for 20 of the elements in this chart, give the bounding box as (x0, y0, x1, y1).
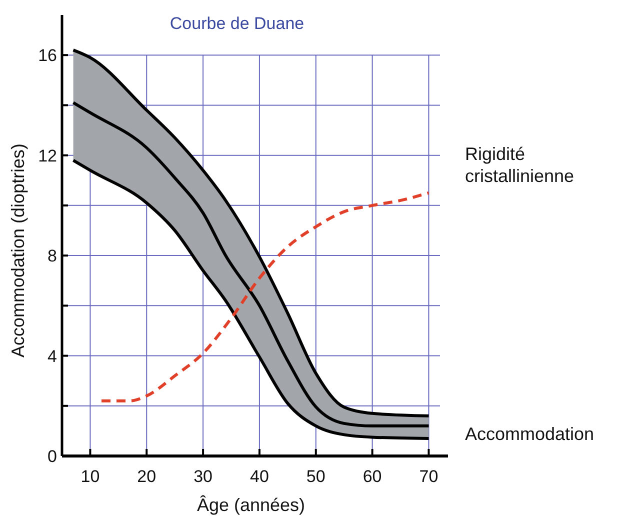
y-tick-label: 0 (48, 447, 57, 466)
x-tick-label: 20 (137, 467, 156, 486)
x-tick-label: 40 (250, 467, 269, 486)
y-tick-label: 16 (38, 46, 57, 66)
x-tick-label: 10 (80, 467, 100, 486)
x-axis-title: Âge (années) (196, 495, 306, 515)
line-series (72, 101, 430, 428)
x-tick-label: 70 (419, 467, 438, 486)
x-tick-label: 30 (194, 467, 213, 486)
text: Rigidité cristallinienne (465, 144, 574, 186)
y-tick-label: 8 (48, 246, 57, 266)
text: Accommodation (465, 424, 594, 444)
chart-title: Courbe de Duane (170, 14, 304, 33)
y-tick-label: 4 (48, 346, 57, 366)
line-series (72, 158, 430, 440)
x-tick-label: 60 (362, 467, 382, 486)
y-axis-title: Accommodation (dioptries) (8, 143, 28, 358)
x-tick-label: 50 (306, 467, 326, 486)
line-series (100, 191, 430, 402)
y-tick-label: 12 (38, 146, 57, 166)
